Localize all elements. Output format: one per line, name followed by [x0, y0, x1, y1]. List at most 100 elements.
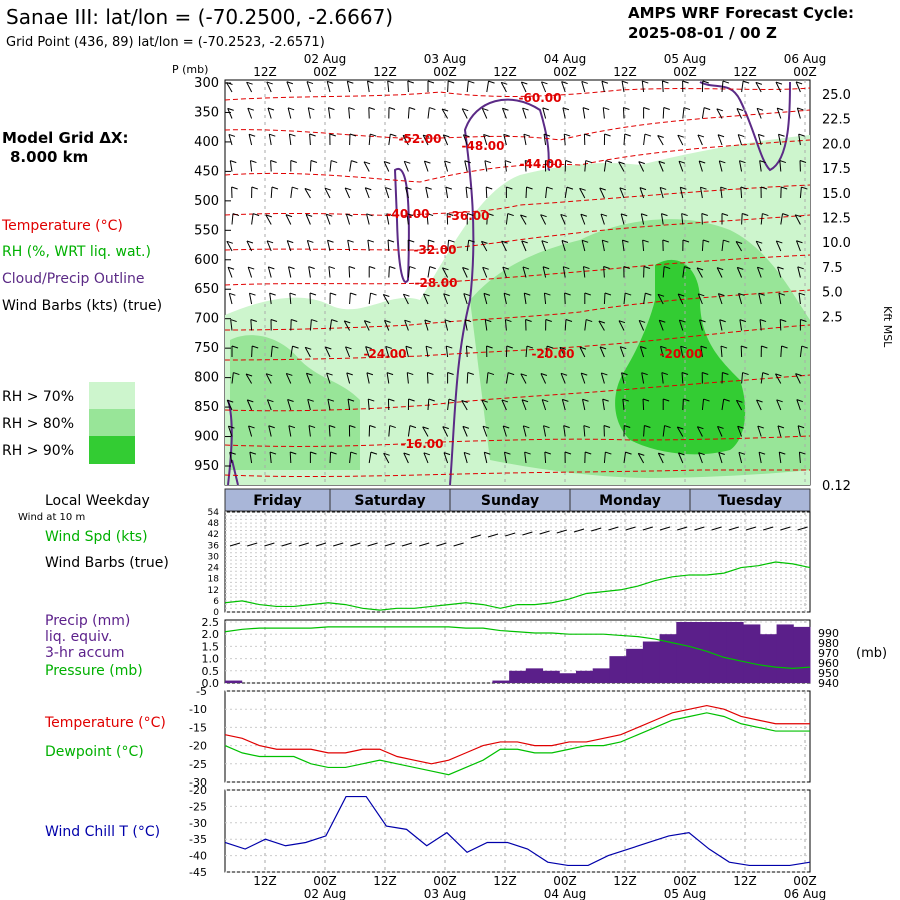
wind-barb [265, 214, 272, 225]
wind-barb [426, 213, 429, 225]
wind-barb-feather [797, 266, 804, 270]
wind-barb [306, 240, 311, 252]
wind-barb-feather [679, 319, 686, 323]
wind-barb [542, 107, 547, 119]
wind-barb [640, 213, 645, 225]
wind-barb-feather [524, 292, 531, 296]
precip-bar [693, 622, 711, 683]
top-date-label: 06 Aug [784, 52, 827, 66]
wind-barb [623, 133, 626, 146]
wind-barb [642, 239, 645, 252]
wind-barb [445, 187, 449, 199]
wind-barb-feather [642, 398, 650, 402]
wind-barb-feather [698, 293, 705, 297]
wind-barb-feather [737, 425, 744, 429]
cloud-outline [227, 81, 791, 486]
wind-barb-feather [777, 425, 785, 429]
isotherm-label: -36.00 [447, 209, 490, 223]
wind-barb-feather [285, 214, 293, 218]
wind-barb [735, 400, 743, 411]
wind-barb-feather [481, 399, 488, 403]
wind-barb-feather [291, 186, 299, 190]
wind-barb-feather [503, 425, 510, 429]
wind-barb [736, 267, 743, 278]
wind-barb-feather [502, 266, 509, 270]
surface-wind-barb [711, 526, 722, 531]
wind-barb-feather [226, 240, 233, 244]
wind-barb-feather [603, 266, 610, 270]
pressure-tick-label: 550 [194, 223, 219, 238]
wind-barb [659, 187, 664, 199]
wind-barb-feather [383, 161, 391, 165]
wind-barb-feather [584, 133, 591, 137]
legend-rh: RH (%, WRT liq. wat.) [2, 244, 151, 260]
wind-barb [447, 80, 449, 93]
windchill-frame [224, 789, 811, 873]
wind-barb-feather [251, 186, 258, 190]
wind-barb-feather [348, 107, 355, 111]
wind-barb-feather [468, 80, 475, 84]
wind-barb [678, 452, 684, 464]
wind-barb-feather [585, 160, 592, 164]
wind-barb-feather [326, 372, 333, 376]
wind-barb-feather [328, 266, 336, 270]
wind-barb-feather [484, 451, 491, 455]
wind-barb [642, 398, 645, 411]
isotherm-label: -40.00 [387, 207, 430, 221]
wind-barb-feather [778, 292, 786, 296]
wind-barb [290, 187, 293, 199]
surface-wind-barb [745, 526, 757, 531]
wind-barb-feather [329, 425, 336, 429]
wind-barb [388, 266, 390, 278]
wind-barb [325, 213, 331, 225]
wind-barb [504, 319, 507, 331]
precip-bar [776, 624, 794, 683]
pressure-tick-label: 350 [194, 105, 219, 120]
wind-barb-feather [543, 133, 551, 137]
wind-barb [463, 293, 468, 305]
isotherm-label: -52.00 [399, 132, 442, 146]
wind-barb [383, 161, 390, 172]
wind-barb [405, 346, 409, 358]
wind-barb [797, 266, 801, 278]
forecast-title: AMPS WRF Forecast Cycle: [628, 4, 854, 22]
surface-wind-barb [625, 526, 636, 531]
wind-barb-feather [699, 160, 706, 164]
wind-barb-feather [546, 345, 554, 349]
wind-barb-feather [796, 240, 803, 244]
wind-barb-feather [247, 107, 254, 111]
pressure-tick-label: 400 [194, 135, 219, 150]
wind-barb [796, 399, 801, 411]
wind-barb-feather [585, 451, 592, 455]
wind-barb [639, 187, 645, 199]
wind-barb [286, 81, 292, 93]
wind-barb [545, 346, 548, 358]
wind-barb [484, 160, 488, 172]
wind-barb-feather [522, 107, 529, 111]
wind-barb [466, 81, 469, 93]
wind-barb-feather [561, 240, 569, 243]
wind-barb-feather [681, 213, 688, 217]
wind-barb-feather [268, 425, 275, 429]
wind-barb-feather [740, 186, 747, 190]
wind-barb [368, 452, 372, 464]
wind-barb-feather [368, 107, 375, 110]
wind-barb [349, 160, 352, 172]
wind-barb-feather [722, 372, 729, 375]
wind-barb [756, 399, 762, 411]
wind-barb [521, 240, 527, 252]
precip-bar [759, 634, 778, 683]
wind-barb-feather [330, 160, 338, 164]
windchill-label: Wind Chill T (°C) [45, 824, 160, 840]
wind-barb [443, 293, 449, 305]
precip-tick-label: 0.0 [202, 677, 220, 690]
wind-barb-feather [741, 345, 748, 349]
wind-barb-feather [265, 214, 273, 218]
wind-barb [402, 293, 409, 305]
wind-barb-feather [525, 319, 532, 322]
wind-barb-feather [540, 214, 547, 218]
wind-barb-feather [677, 134, 684, 138]
wind-barb-feather [268, 266, 275, 270]
pressure-label: Pressure (mb) [45, 663, 143, 679]
wind-barb [249, 452, 253, 464]
